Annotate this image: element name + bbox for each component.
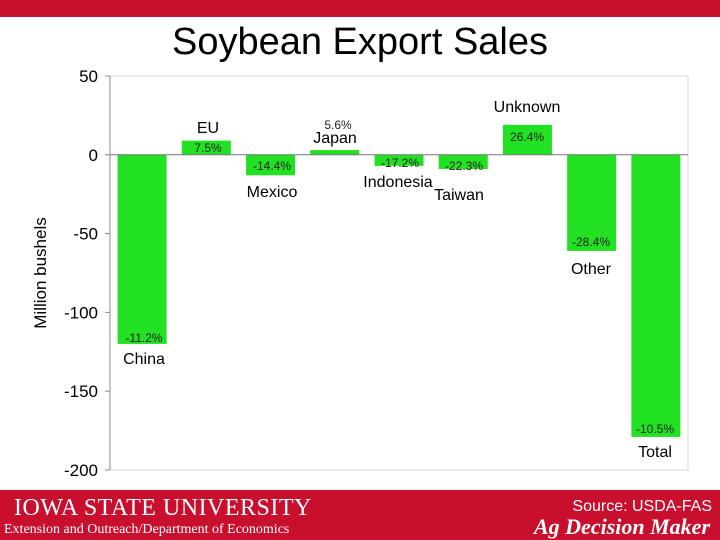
footer-bar: [0, 490, 720, 540]
category-label-japan: Japan: [313, 130, 357, 147]
bar-china: [117, 154, 167, 344]
university-logo: IOWA STATE UNIVERSITY: [14, 495, 312, 521]
y-tick-label-0: 50: [79, 67, 98, 86]
data-label-mexico: -14.4%: [253, 159, 291, 173]
category-label-eu: EU: [197, 120, 219, 137]
y-tick-label-3: -100: [64, 303, 98, 322]
category-label-other: Other: [571, 261, 612, 278]
bar-indonesia: [374, 154, 424, 166]
category-label-china: China: [123, 351, 165, 368]
bar-other: [567, 154, 617, 251]
data-label-other: -28.4%: [572, 235, 610, 249]
department-label: Extension and Outreach/Department of Eco…: [4, 522, 290, 537]
category-label-indonesia: Indonesia: [363, 174, 432, 191]
category-label-unknown: Unknown: [494, 99, 561, 116]
y-axis-title: Million bushels: [31, 217, 50, 329]
page-title: Soybean Export Sales: [171, 21, 548, 63]
category-label-mexico: Mexico: [247, 184, 298, 201]
data-label-china: -11.2%: [125, 331, 162, 345]
bar-total: [631, 154, 681, 437]
bar-eu: [181, 140, 231, 155]
data-label-indonesia: -17.2%: [381, 156, 419, 170]
y-tick-label-4: -150: [64, 382, 98, 401]
y-tick-label-5: -200: [64, 461, 98, 480]
bar-unknown: [502, 124, 552, 155]
data-label-total: -10.5%: [636, 422, 674, 436]
data-label-taiwan: -22.3%: [445, 159, 483, 173]
brand-logo: Ag Decision Maker: [534, 514, 710, 539]
top-accent-bar: [0, 0, 720, 17]
bar-taiwan: [438, 154, 488, 169]
data-label-unknown: 26.4%: [510, 130, 544, 144]
bar-mexico: [246, 154, 296, 176]
data-label-japan: 5.6%: [324, 118, 352, 132]
category-label-taiwan: Taiwan: [434, 187, 484, 204]
y-tick-label-2: -50: [73, 225, 98, 244]
data-label-eu: 7.5%: [194, 141, 222, 155]
y-tick-label-1: 0: [89, 146, 98, 165]
bar-chart: 50 0 -50 -100 -150 -200 Million bushels -11.2% C…: [31, 67, 689, 480]
bar-japan: [310, 150, 360, 155]
category-label-total: Total: [638, 444, 672, 461]
source-label: Source: USDA-FAS: [572, 498, 712, 515]
